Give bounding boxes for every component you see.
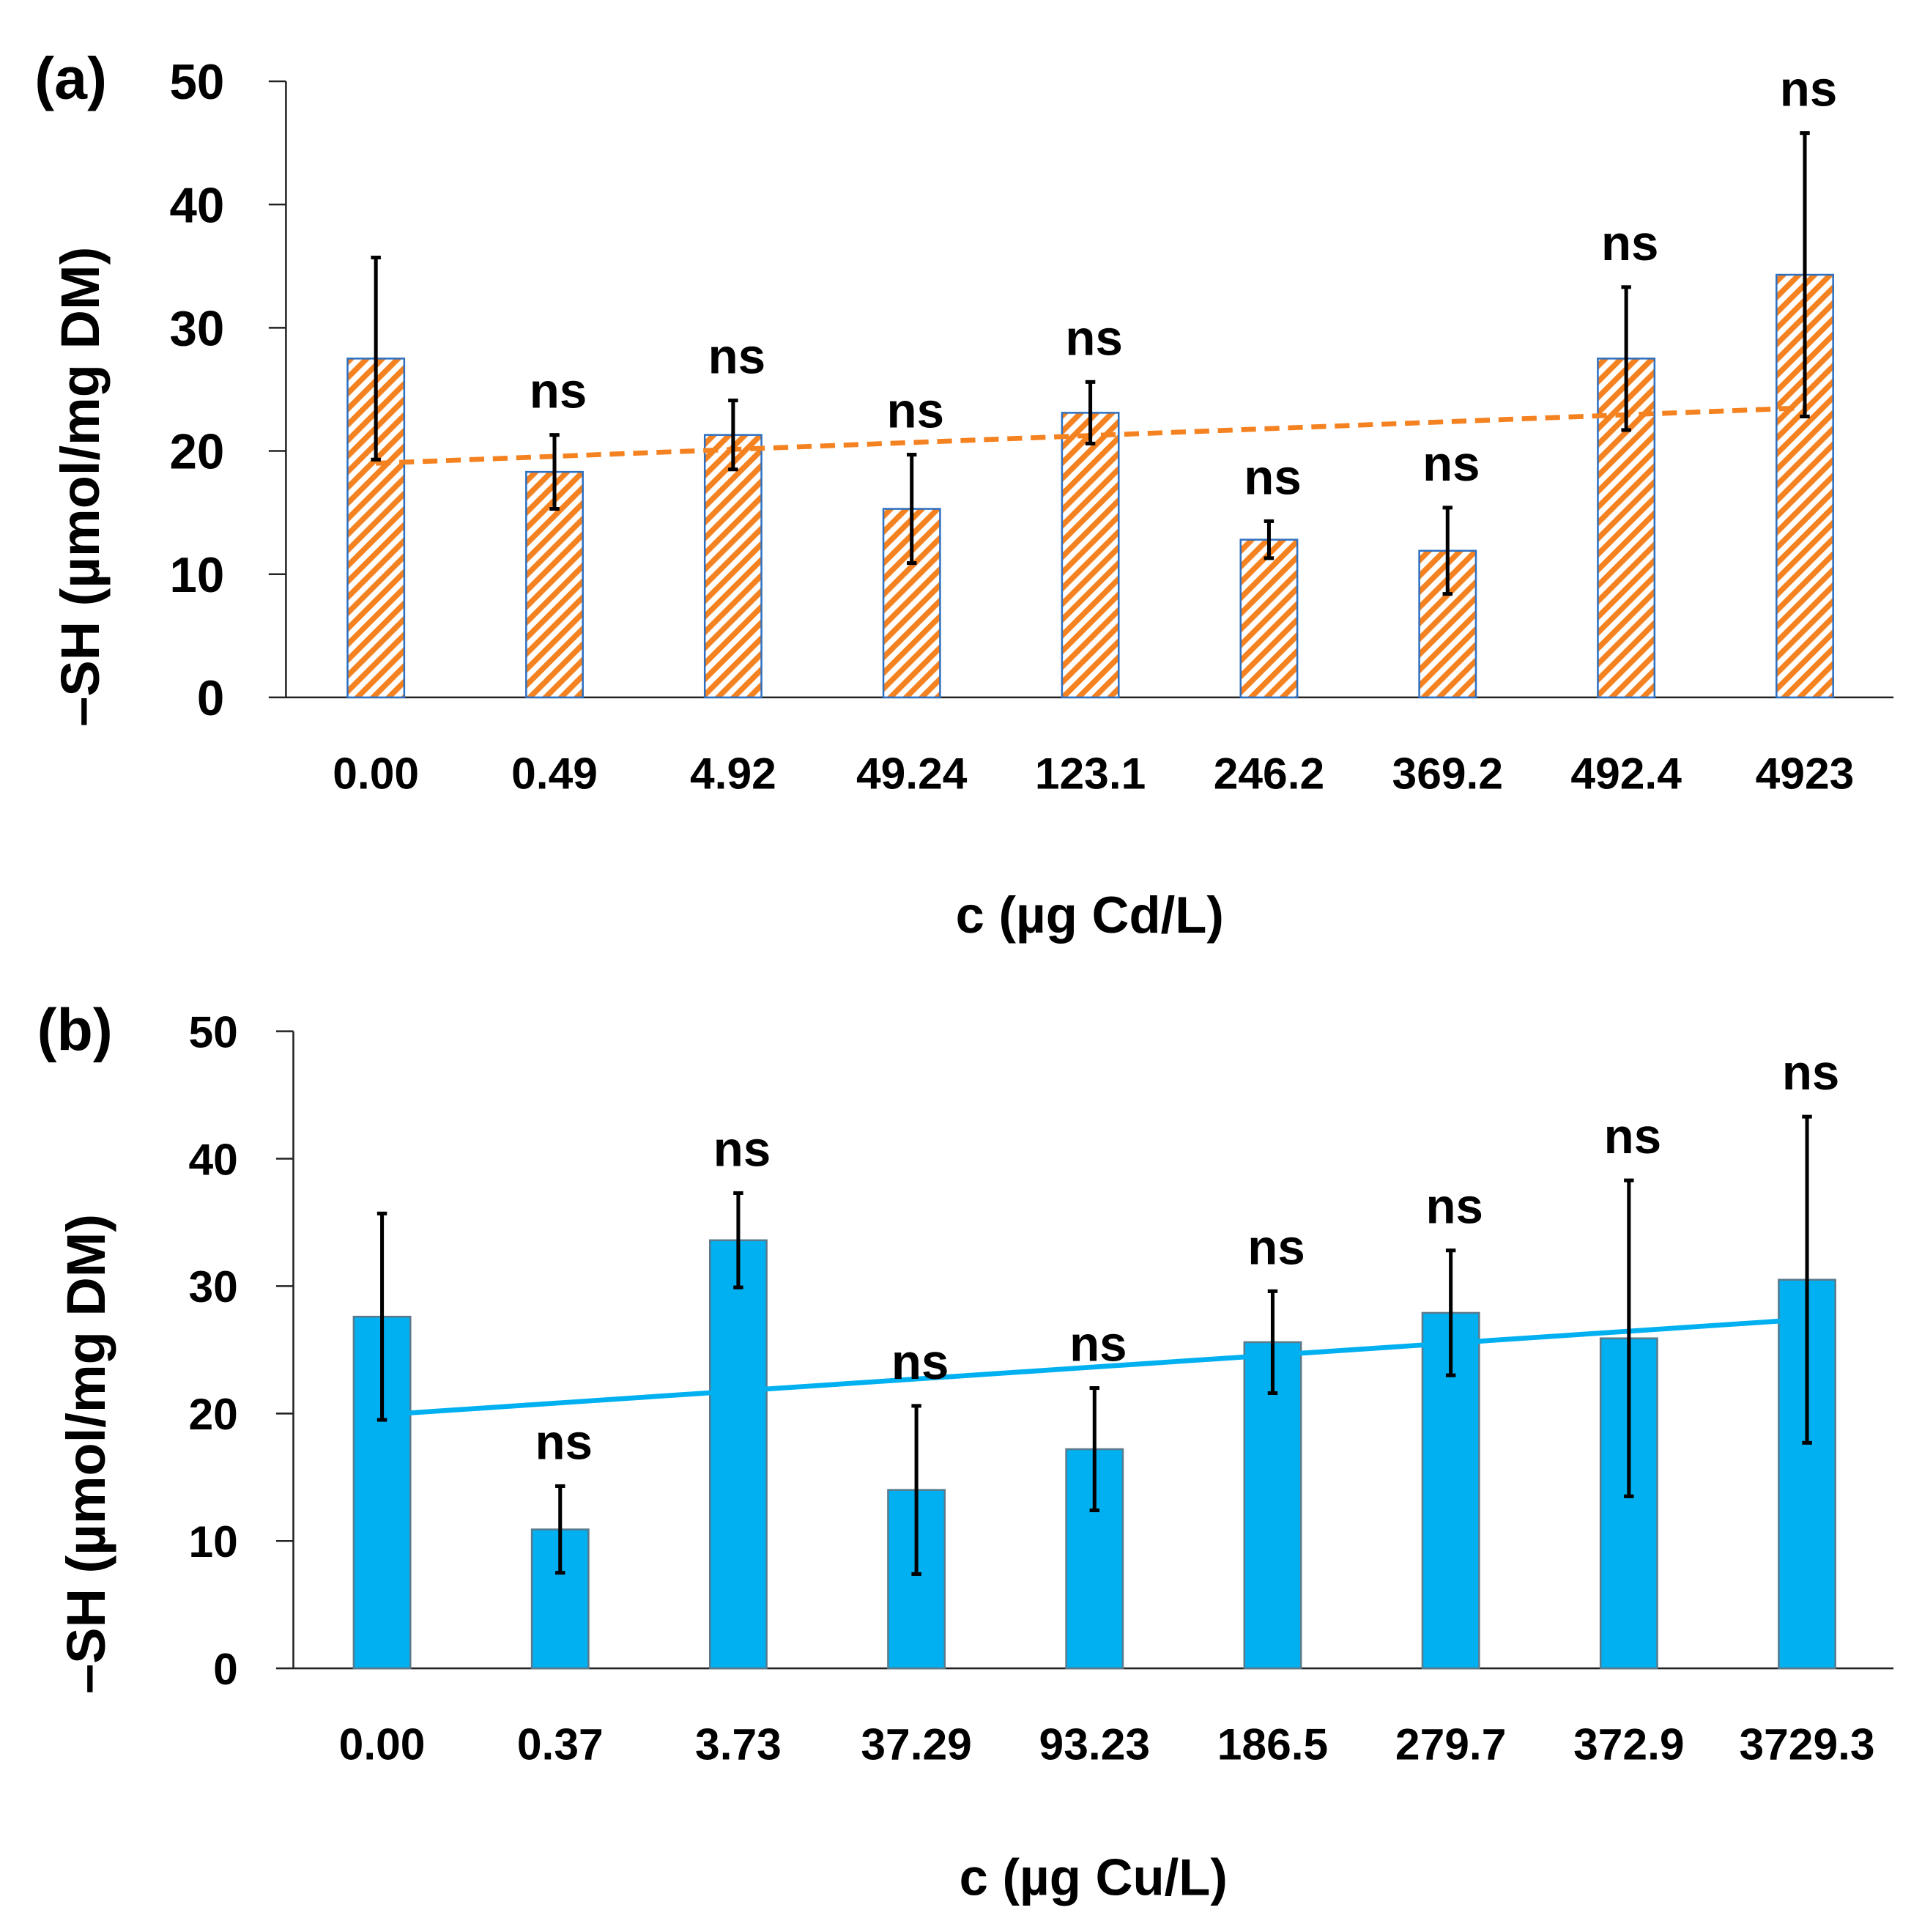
panel-label: (b) xyxy=(37,997,113,1063)
y-tick-label: 50 xyxy=(188,1007,237,1056)
trendline xyxy=(382,1317,1808,1418)
x-tick-label: 372.9 xyxy=(1573,1720,1684,1769)
x-tick-label: 4.92 xyxy=(690,748,776,798)
bar xyxy=(703,434,763,699)
y-tick-label: 0 xyxy=(197,671,224,726)
y-axis-title: –SH (µmol/mg DM) xyxy=(56,1214,116,1694)
x-tick-label: 0.49 xyxy=(511,748,598,798)
y-tick-label: 10 xyxy=(169,548,224,603)
y-tick-label: 10 xyxy=(188,1517,237,1566)
significance-label: ns xyxy=(1782,1045,1839,1100)
y-tick-label: 20 xyxy=(188,1389,237,1439)
significance-label: ns xyxy=(891,1335,949,1390)
x-axis-title: c (µg Cd/L) xyxy=(956,886,1224,944)
significance-label: ns xyxy=(530,364,587,419)
x-tick-label: 93.23 xyxy=(1039,1720,1150,1769)
bar xyxy=(1239,538,1299,699)
y-tick-label: 40 xyxy=(188,1134,237,1184)
significance-label: ns xyxy=(1604,1109,1662,1164)
significance-label: ns xyxy=(1601,216,1659,271)
significance-label: ns xyxy=(1425,1180,1483,1235)
x-tick-label: 49.24 xyxy=(856,748,968,798)
significance-label: ns xyxy=(1244,450,1302,505)
bar xyxy=(1421,1311,1480,1670)
x-axis-title: c (µg Cu/L) xyxy=(960,1848,1228,1906)
x-tick-label: 492.4 xyxy=(1570,748,1682,798)
y-tick-label: 0 xyxy=(213,1644,238,1694)
x-tick-label: 0.00 xyxy=(339,1720,426,1769)
x-tick-label: 246.2 xyxy=(1214,748,1324,798)
x-tick-label: 3729.3 xyxy=(1739,1720,1874,1769)
x-tick-label: 4923 xyxy=(1756,748,1855,798)
y-axis-title: –SH (µmol/mg DM) xyxy=(50,247,111,727)
significance-label: ns xyxy=(535,1415,593,1470)
x-tick-label: 0.00 xyxy=(333,748,419,798)
x-tick-label: 0.37 xyxy=(517,1720,604,1769)
significance-label: ns xyxy=(887,384,945,439)
y-tick-label: 40 xyxy=(169,178,224,233)
panel-b-chart: (b) 0 10 20 30 40 50 0.00 ns 0.37 ns 3.73 ns 37.29 ns 9… xyxy=(37,997,1894,1906)
x-tick-label: 37.29 xyxy=(861,1720,971,1769)
significance-label: ns xyxy=(1780,62,1838,117)
significance-label: ns xyxy=(1065,311,1123,366)
significance-label: ns xyxy=(713,1122,771,1177)
panel-label: (a) xyxy=(34,46,107,112)
panel-a-chart: (a) 0 10 20 30 40 50 0.00 ns 0.49 ns 4.92 ns 49.24 ns 1… xyxy=(34,46,1894,944)
bar xyxy=(708,1239,768,1670)
significance-label: ns xyxy=(1247,1220,1305,1275)
x-tick-label: 3.73 xyxy=(695,1720,782,1769)
x-tick-label: 369.2 xyxy=(1392,748,1503,798)
bar xyxy=(1061,412,1120,699)
x-tick-label: 279.7 xyxy=(1395,1720,1506,1769)
y-tick-label: 50 xyxy=(169,55,224,110)
significance-label: ns xyxy=(1422,437,1480,492)
y-tick-label: 20 xyxy=(169,425,224,480)
significance-label: ns xyxy=(1069,1317,1127,1372)
y-tick-label: 30 xyxy=(169,302,224,357)
x-tick-label: 123.1 xyxy=(1035,748,1146,798)
x-tick-label: 186.5 xyxy=(1217,1720,1328,1769)
significance-label: ns xyxy=(708,330,766,385)
y-tick-label: 30 xyxy=(188,1262,237,1311)
bar xyxy=(1243,1341,1302,1670)
